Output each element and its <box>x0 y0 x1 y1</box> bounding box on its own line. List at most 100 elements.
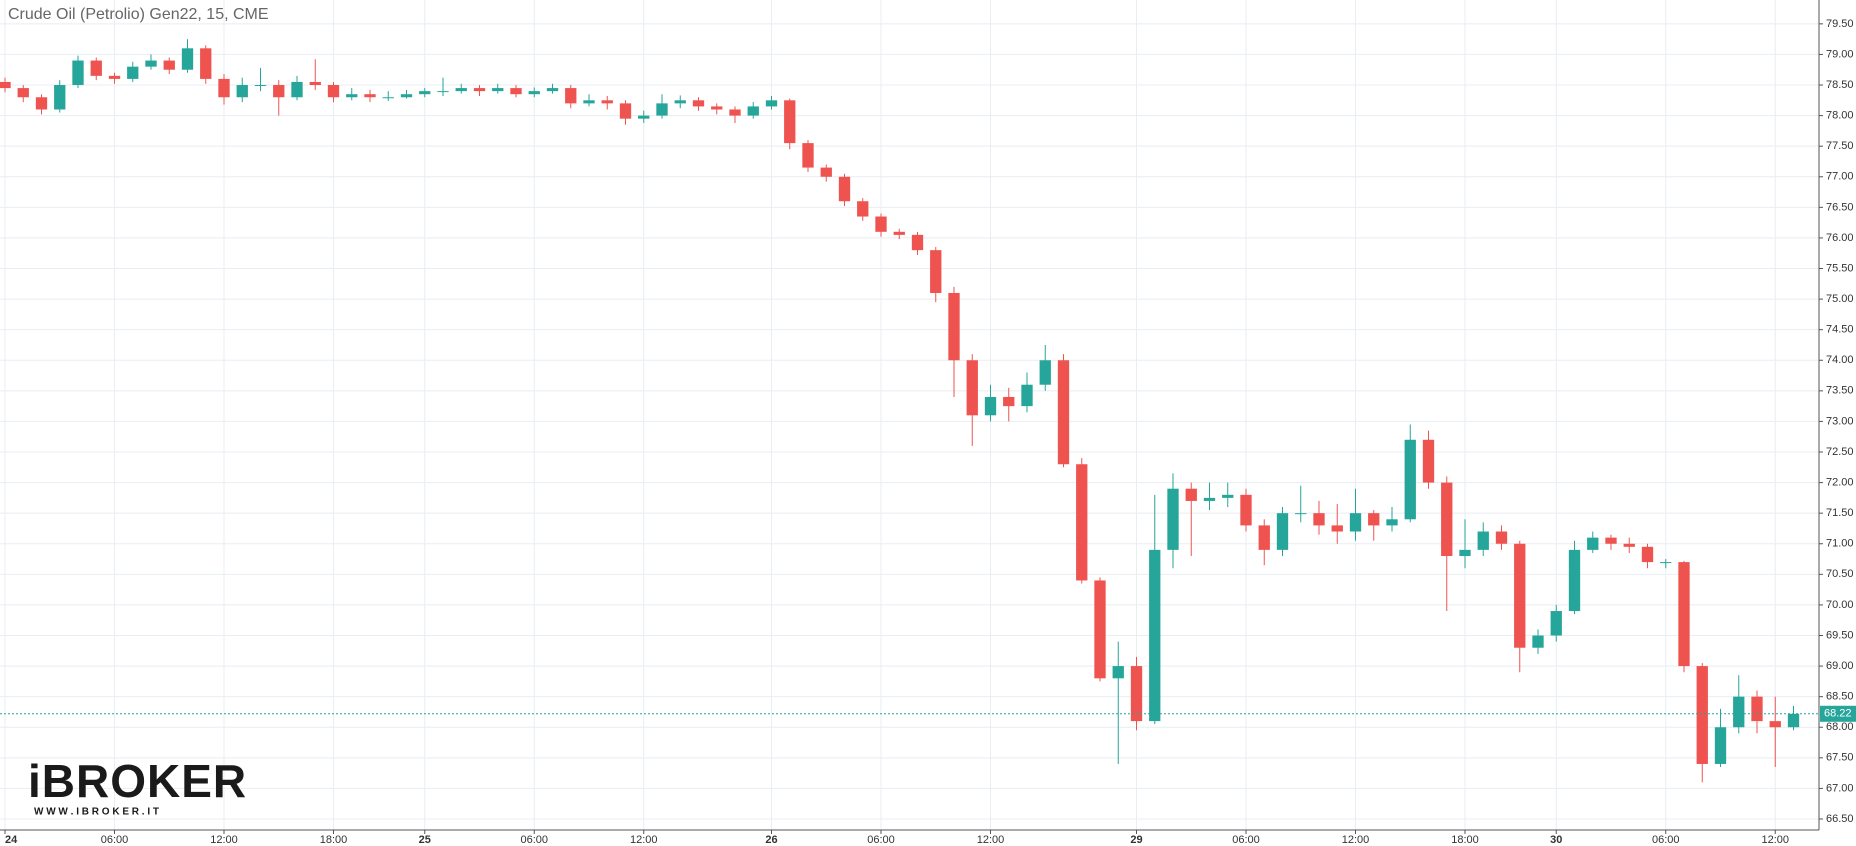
candle-body <box>1021 384 1033 407</box>
x-tick-label: 06:00 <box>520 834 548 846</box>
candle-body <box>1678 562 1690 667</box>
candle-body <box>181 48 194 70</box>
candle-body <box>200 48 212 79</box>
candle-body <box>1149 549 1161 722</box>
y-tick-label: 67.00 <box>1826 782 1854 794</box>
candle-body <box>0 81 11 89</box>
candle-body <box>1167 488 1179 550</box>
candle-body <box>1477 531 1489 550</box>
y-tick-label: 77.00 <box>1826 171 1854 183</box>
x-tick-label: 06:00 <box>867 834 895 846</box>
candle-body <box>309 81 321 86</box>
y-tick-label: 71.50 <box>1826 507 1854 519</box>
candle-body <box>638 115 650 119</box>
y-tick-label: 76.50 <box>1826 201 1854 213</box>
y-tick-label: 78.00 <box>1826 110 1854 122</box>
candle-body <box>966 360 978 416</box>
x-tick-label: 25 <box>419 834 431 846</box>
candle-body <box>1495 531 1508 544</box>
y-tick-label: 67.50 <box>1826 752 1854 764</box>
candle-body <box>802 143 814 168</box>
candles <box>0 39 1800 783</box>
y-tick-label: 72.50 <box>1826 446 1854 458</box>
candle-body <box>583 100 595 104</box>
chart-title: Crude Oil (Petrolio) Gen22, 15, CME <box>8 6 269 23</box>
x-tick-label: 06:00 <box>1232 834 1260 846</box>
x-tick-label: 06:00 <box>101 834 129 846</box>
y-tick-label: 75.00 <box>1826 293 1854 305</box>
x-tick-label: 30 <box>1550 834 1562 846</box>
watermark-url: W W W . I B R O K E R . I T <box>34 807 159 818</box>
y-tick-label: 71.00 <box>1826 538 1854 550</box>
candle-body <box>1258 525 1270 550</box>
candle-body <box>692 100 705 107</box>
candle-body <box>1568 549 1581 612</box>
candle-body <box>1003 396 1015 407</box>
candle-body <box>1532 635 1544 648</box>
candle-body <box>1514 543 1526 648</box>
candle-body <box>948 292 960 361</box>
y-tick-label: 79.50 <box>1826 18 1854 30</box>
candle-body <box>656 103 668 116</box>
candle-body <box>765 100 778 107</box>
candle-body <box>1313 513 1325 526</box>
candle-body <box>546 88 559 92</box>
candle-body <box>127 66 139 79</box>
candle-body <box>72 60 84 86</box>
candle-body <box>1276 513 1289 550</box>
candle-body <box>1605 537 1617 544</box>
candle-body <box>1039 360 1051 385</box>
candle-body <box>1130 666 1143 722</box>
last-price-box <box>1820 705 1856 722</box>
candle-body <box>1623 543 1635 547</box>
candle-body <box>674 100 686 104</box>
candle-body <box>236 85 248 98</box>
candle-body <box>364 94 376 98</box>
candle-body <box>1587 537 1599 550</box>
candle-body <box>1076 464 1088 581</box>
candle-body <box>1714 727 1727 764</box>
y-tick-label: 73.00 <box>1826 415 1854 427</box>
candle-body <box>455 88 467 92</box>
watermark-logo: iBROKER <box>28 755 247 807</box>
candle-body <box>784 100 796 144</box>
candle-body <box>1057 360 1070 465</box>
candle-body <box>1769 721 1781 728</box>
candle-body <box>1404 439 1416 520</box>
candle-body <box>875 216 887 232</box>
y-tick-label: 77.50 <box>1826 140 1854 152</box>
y-tick-label: 72.00 <box>1826 476 1854 488</box>
candle-body <box>108 75 121 79</box>
x-tick-label: 24 <box>5 834 18 846</box>
candle-body <box>90 60 102 76</box>
candle-body <box>911 234 924 251</box>
candle-body <box>747 106 759 116</box>
y-tick-label: 75.50 <box>1826 262 1854 274</box>
x-tick-label: 06:00 <box>1652 834 1680 846</box>
candle-body <box>1422 439 1435 483</box>
candle-body <box>492 88 504 92</box>
x-tick-label: 12:00 <box>210 834 238 846</box>
y-tick-label: 76.00 <box>1826 232 1854 244</box>
candle-body <box>711 106 723 110</box>
candle-body <box>1459 549 1471 556</box>
candle-body <box>528 91 540 95</box>
candle-body <box>619 103 632 119</box>
candle-body <box>145 60 157 67</box>
candle-body <box>218 78 230 98</box>
candle-body <box>930 250 942 293</box>
candle-body <box>1094 580 1106 679</box>
candle-body <box>1203 497 1216 501</box>
y-tick-label: 70.00 <box>1826 599 1854 611</box>
x-tick-label: 12:00 <box>977 834 1005 846</box>
y-tick-label: 68.00 <box>1826 721 1854 733</box>
candle-body <box>565 88 577 104</box>
candle-body <box>400 94 413 98</box>
y-tick-label: 79.00 <box>1826 48 1854 60</box>
candle-body <box>1696 666 1708 764</box>
candle-body <box>1641 546 1654 563</box>
candle-body <box>820 167 832 177</box>
candle-body <box>893 231 905 235</box>
candle-body <box>419 91 431 95</box>
